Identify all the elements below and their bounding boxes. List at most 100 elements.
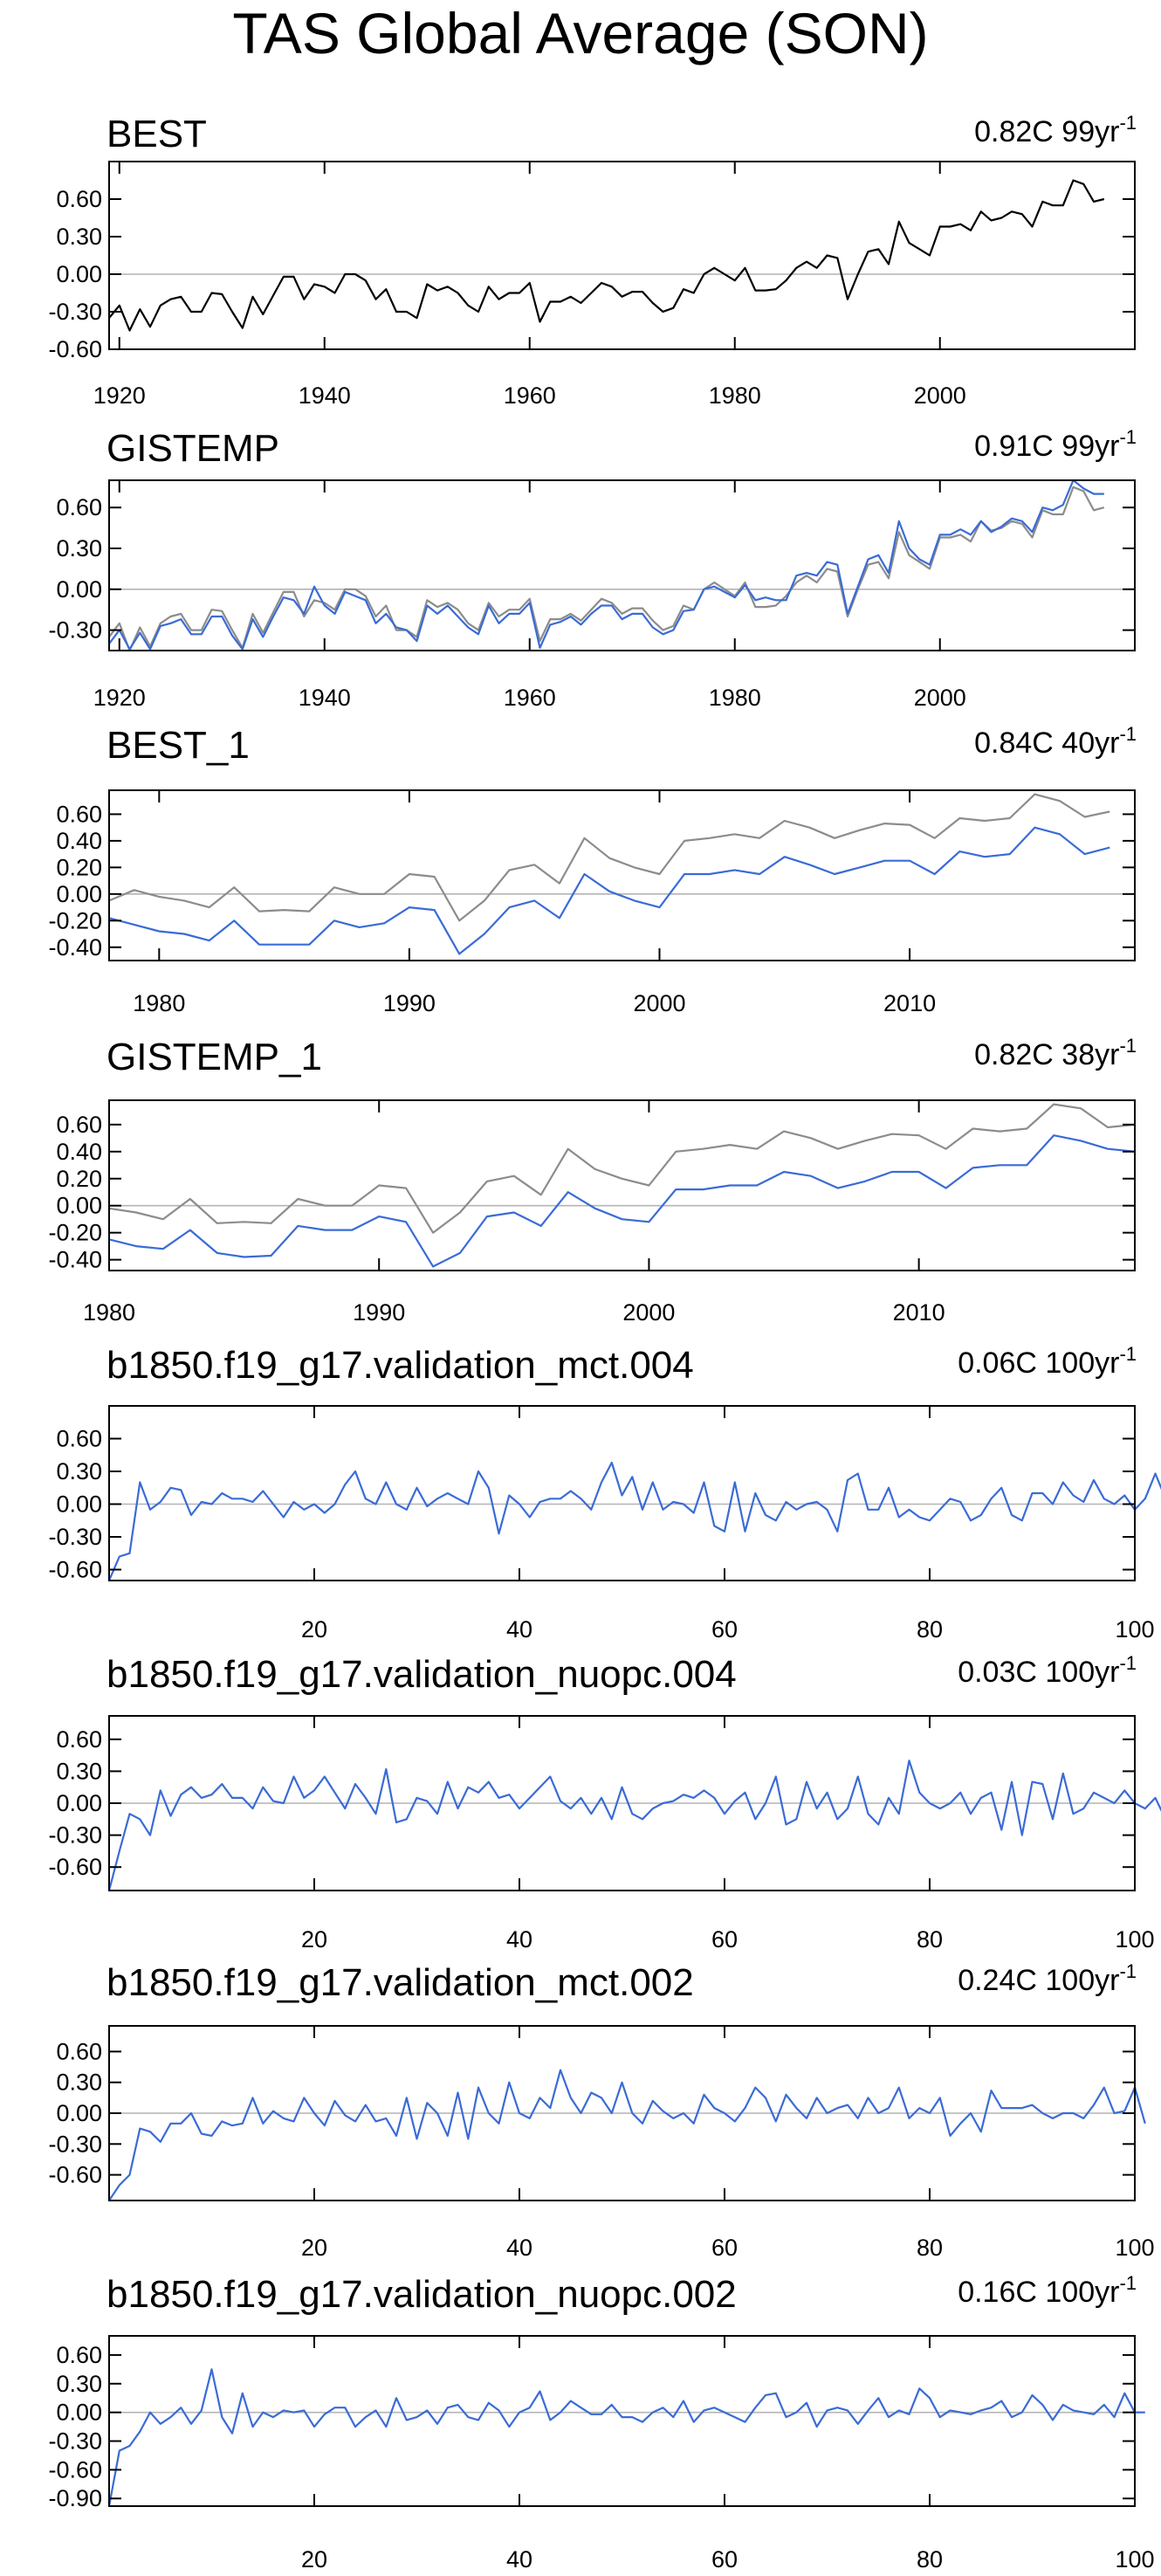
trend-exponent: -1 (1119, 1652, 1137, 1674)
series-line-1 (107, 2368, 1145, 2507)
x-tick-label: 2000 (633, 990, 685, 1016)
plot-frame (108, 479, 1136, 651)
y-tick-label: -0.60 (48, 1557, 102, 1583)
y-tick-label: 0.00 (56, 1491, 102, 1518)
x-tick-label: 2000 (914, 685, 966, 711)
y-tick-label: 0.30 (56, 2070, 102, 2096)
trend-exponent: -1 (1119, 1343, 1137, 1365)
trend-value: 0.16C 100yr (958, 2276, 1119, 2309)
y-tick-label: -0.30 (48, 299, 102, 325)
series-line-1 (107, 1461, 1161, 1581)
y-tick-label: 0.40 (56, 828, 102, 854)
x-tick-label: 80 (917, 1616, 943, 1643)
y-tick-label: 0.20 (56, 1166, 102, 1192)
series-line-1 (107, 1760, 1161, 1891)
x-tick-label: 20 (301, 1926, 327, 1953)
y-tick-label: -0.60 (48, 1854, 102, 1880)
x-tick-label: 1960 (504, 685, 556, 711)
y-tick-label: 0.60 (56, 2342, 102, 2368)
series-line-1 (108, 2069, 1146, 2201)
plot-frame (108, 161, 1136, 350)
trend-exponent: -1 (1119, 112, 1137, 134)
x-tick-label: 40 (506, 1616, 532, 1643)
trend-label: 0.82C 38yr-1 (974, 1035, 1137, 1071)
trend-label: 0.84C 40yr-1 (974, 723, 1137, 760)
trend-value: 0.82C 38yr (974, 1038, 1119, 1071)
x-tick-label: 20 (301, 2546, 327, 2573)
y-tick-label: 0.60 (56, 494, 102, 520)
x-tick-label: 60 (711, 1926, 738, 1953)
x-tick-label: 20 (301, 2235, 327, 2261)
y-tick-label: -0.60 (48, 2162, 102, 2188)
panel-title: b1850.f19_g17.validation_nuopc.002 (106, 2273, 737, 2316)
y-tick-label: 0.30 (56, 2371, 102, 2397)
x-tick-label: 2000 (622, 1299, 675, 1326)
panel-title: BEST (106, 113, 207, 155)
y-tick-label: 0.60 (56, 2038, 102, 2064)
panel-title: b1850.f19_g17.validation_mct.002 (106, 1961, 694, 2004)
trend-label: 0.24C 100yr-1 (958, 1960, 1137, 1997)
x-tick-label: 1980 (709, 685, 761, 711)
series-line-2 (108, 1134, 1136, 1268)
y-tick-label: 0.30 (56, 1758, 102, 1784)
panel-5: b1850.f19_g17.validation_mct.004 0.06C 10… (48, 1343, 1161, 1643)
x-tick-label: 2010 (883, 990, 936, 1016)
x-tick-label: 1960 (504, 382, 556, 409)
x-tick-label: 1990 (383, 990, 436, 1016)
y-tick-label: -0.60 (48, 2456, 102, 2483)
y-tick-label: 0.00 (56, 576, 102, 603)
y-tick-label: 0.00 (56, 2100, 102, 2126)
trend-exponent: -1 (1119, 1960, 1137, 1982)
x-tick-label: 1990 (353, 1299, 405, 1326)
y-tick-label: -0.30 (48, 617, 102, 644)
x-tick-label: 1940 (299, 382, 351, 409)
x-tick-label: 1980 (133, 990, 185, 1016)
trend-value: 0.82C 99yr (974, 115, 1119, 148)
y-tick-label: -0.30 (48, 1822, 102, 1849)
x-tick-label: 40 (506, 2546, 532, 2573)
trend-label: 0.06C 100yr-1 (958, 1343, 1137, 1380)
x-tick-label: 40 (506, 2235, 532, 2261)
series-line-1 (108, 486, 1105, 652)
plot-frame (108, 1405, 1136, 1581)
x-tick-label: 40 (506, 1926, 532, 1953)
series-line-2 (108, 826, 1110, 955)
x-tick-label: 1920 (93, 382, 146, 409)
panel-title: b1850.f19_g17.validation_nuopc.004 (106, 1653, 737, 1696)
panel-7: b1850.f19_g17.validation_mct.002 0.24C 10… (48, 1960, 1154, 2261)
y-tick-label: 0.40 (56, 1139, 102, 1165)
y-tick-label: -0.40 (48, 934, 102, 961)
x-tick-label: 100 (1115, 2546, 1154, 2573)
y-tick-label: -0.30 (48, 2428, 102, 2455)
x-tick-label: 80 (917, 1926, 943, 1953)
panel-title: BEST_1 (106, 724, 250, 767)
trend-exponent: -1 (1119, 723, 1137, 745)
x-tick-label: 80 (917, 2546, 943, 2573)
x-tick-label: 1980 (709, 382, 761, 409)
x-tick-label: 100 (1115, 2235, 1154, 2261)
y-tick-label: -0.30 (48, 2131, 102, 2157)
series-line-1 (108, 793, 1110, 922)
y-tick-label: 0.00 (56, 1790, 102, 1816)
y-tick-label: 0.60 (56, 801, 102, 827)
panel-8: b1850.f19_g17.validation_nuopc.002 0.16C … (48, 2272, 1154, 2573)
trend-value: 0.84C 40yr (974, 727, 1119, 760)
y-tick-label: 0.00 (56, 881, 102, 907)
trend-exponent: -1 (1119, 2272, 1137, 2294)
y-tick-label: 0.60 (56, 186, 102, 212)
x-tick-label: 80 (917, 2235, 943, 2261)
series-line-1 (108, 1103, 1136, 1234)
y-tick-label: 0.30 (56, 1458, 102, 1484)
trend-value: 0.24C 100yr (958, 1964, 1119, 1997)
y-tick-label: -0.60 (48, 336, 102, 362)
x-tick-label: 1940 (299, 685, 351, 711)
x-tick-label: 2010 (893, 1299, 945, 1326)
panel-1: BEST 0.82C 99yr-1 -0.60 -0.30 0.00 0.30 0.60 19… (48, 112, 1137, 409)
figure-title: TAS Global Average (SON) (232, 1, 929, 65)
panel-4: GISTEMP_1 0.82C 38yr-1-0.40-0.200.000.200… (48, 1035, 1137, 1326)
trend-label: 0.82C 99yr-1 (974, 112, 1137, 148)
trend-label: 0.03C 100yr-1 (958, 1652, 1137, 1689)
y-tick-label: -0.90 (48, 2485, 102, 2511)
trend-value: 0.91C 99yr (974, 430, 1119, 463)
